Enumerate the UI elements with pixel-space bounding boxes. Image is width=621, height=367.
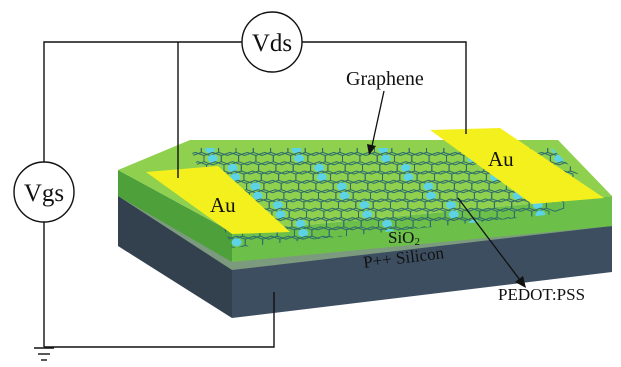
sio2-side-face	[232, 196, 612, 262]
graphene-cell	[581, 148, 601, 157]
pedot-particle	[272, 201, 283, 210]
graphene-cell	[580, 134, 597, 146]
sio2-label: SiO2	[388, 228, 420, 248]
graphene-cell	[408, 148, 427, 157]
pedot-particle	[316, 173, 327, 182]
pedot-particle	[339, 191, 350, 200]
vgs-meter: Vgs	[13, 161, 75, 223]
au-left-label: Au	[210, 193, 236, 217]
pedot-particle	[250, 182, 261, 191]
graphene-cell	[356, 148, 375, 157]
pedot-particle	[291, 148, 302, 154]
pedot-particle	[252, 191, 263, 200]
pedot-particle	[207, 154, 218, 163]
pedot-particle	[448, 210, 459, 219]
vgs-label: Vgs	[24, 180, 64, 207]
silicon-front-face	[118, 196, 232, 318]
pedot-particle	[314, 163, 325, 172]
graphene-arrow	[367, 90, 385, 155]
graphene-cell	[339, 148, 358, 157]
graphene-cell	[218, 148, 237, 157]
graphene-cell	[235, 148, 254, 157]
pedot-particle	[227, 163, 238, 172]
circuit-wires	[43, 41, 467, 348]
ground-icon	[34, 347, 54, 361]
pedot-arrow	[457, 197, 526, 288]
vds-meter: Vds	[241, 11, 303, 73]
pedot-particle	[380, 154, 391, 163]
pedot-particle	[362, 210, 373, 219]
pedot-label: PEDOT:PSS	[498, 285, 585, 304]
graphene-cell	[304, 148, 324, 157]
pedot-particle	[205, 148, 215, 154]
pedot-particle	[275, 210, 286, 219]
pedot-particle	[446, 201, 457, 210]
sio2-front-face	[118, 170, 232, 262]
graphene-cell	[426, 148, 445, 157]
pedot-particle	[378, 148, 389, 154]
pedot-particle	[294, 154, 305, 163]
pedot-particle	[403, 173, 414, 182]
au-electrode-right[interactable]	[430, 128, 604, 204]
pedot-particle	[423, 182, 434, 191]
pedot-particle	[298, 229, 309, 237]
vds-label: Vds	[252, 30, 292, 57]
graphene-cell	[252, 148, 272, 157]
pedot-particle	[400, 163, 411, 172]
pedot-particle	[336, 182, 347, 191]
graphene-cell	[322, 148, 341, 157]
pedot-particle	[382, 219, 393, 228]
sio2-subscript: 2	[414, 236, 420, 248]
au-electrode-left[interactable]	[146, 166, 290, 234]
graphene-cell	[391, 148, 410, 157]
silicon-side-face	[232, 226, 612, 318]
pedot-particle	[359, 201, 370, 210]
graphene-label: Graphene	[346, 68, 424, 90]
graphene-cell	[270, 148, 289, 157]
graphene-cell	[443, 148, 462, 157]
pedot-particle	[426, 191, 437, 200]
pedot-particle	[230, 173, 241, 182]
au-right-label: Au	[488, 147, 514, 171]
pedot-particle	[295, 219, 306, 228]
graphene-cell	[562, 134, 579, 146]
pedot-particle	[231, 238, 242, 247]
